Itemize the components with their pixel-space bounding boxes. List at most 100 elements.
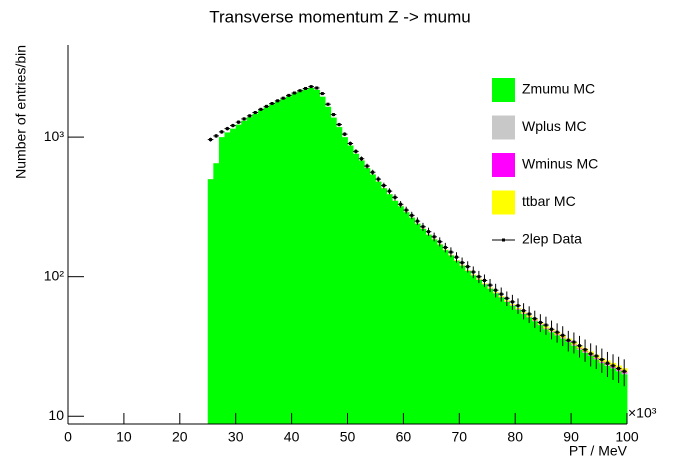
data-point	[274, 99, 281, 103]
marker	[455, 255, 459, 259]
histogram-bar	[269, 104, 276, 425]
data-point	[509, 294, 516, 310]
marker	[594, 354, 598, 358]
data-point	[392, 194, 398, 201]
histogram-bar	[364, 168, 371, 424]
legend-swatch	[492, 153, 515, 177]
marker	[516, 304, 520, 308]
data-point	[325, 102, 331, 106]
x-tick-label: 70	[452, 429, 468, 445]
histogram-bar	[559, 338, 566, 424]
marker	[572, 340, 576, 344]
marker	[287, 93, 291, 97]
marker	[561, 333, 565, 337]
marker	[253, 111, 257, 115]
histogram-bar	[425, 234, 432, 424]
marker	[443, 245, 447, 249]
data-point	[593, 345, 600, 370]
data-point	[235, 120, 242, 124]
data-point	[621, 359, 627, 387]
marker	[270, 102, 274, 106]
marker	[387, 189, 391, 193]
x-tick-label: 0	[64, 429, 72, 445]
histogram-bar	[509, 305, 516, 424]
histogram-bar	[431, 239, 438, 424]
marker	[583, 348, 587, 352]
legend-label: Wminus MC	[522, 156, 598, 172]
histogram-bar	[571, 345, 578, 424]
marker	[298, 89, 302, 93]
legend-label: ttbar MC	[522, 193, 576, 209]
marker	[393, 195, 397, 199]
histogram-bar	[252, 113, 259, 424]
histogram-bar	[280, 98, 287, 424]
marker	[522, 309, 526, 313]
data-point	[520, 303, 527, 320]
histogram-bar	[537, 325, 544, 424]
histogram-bar	[436, 244, 443, 424]
data-point	[615, 356, 622, 383]
histogram-bar	[258, 110, 265, 424]
marker	[477, 275, 481, 279]
x-tick-label: 30	[228, 429, 244, 445]
histogram-bar	[587, 356, 594, 424]
marker	[264, 104, 268, 108]
marker	[566, 338, 570, 342]
x-tick-label: 10	[116, 429, 132, 445]
chart-title: Transverse momentum Z -> mumu	[209, 7, 471, 26]
histogram-bar	[487, 288, 494, 424]
data-point	[492, 283, 499, 298]
y-tick-label: 10³	[44, 128, 65, 144]
histogram-bar	[453, 260, 460, 424]
data-point	[381, 182, 387, 189]
marker	[421, 225, 425, 229]
histogram-bar	[582, 352, 589, 424]
histogram-bar	[386, 194, 393, 424]
data-point	[297, 89, 303, 93]
data-point	[369, 169, 376, 175]
marker	[550, 327, 554, 331]
histogram-bar	[520, 314, 527, 424]
marker	[343, 132, 347, 136]
histogram-bar	[213, 163, 220, 424]
data-point	[571, 332, 577, 354]
marker	[488, 283, 492, 287]
histogram-bar	[235, 124, 242, 424]
histogram-bar	[576, 349, 583, 424]
marker	[617, 366, 621, 370]
histogram-bar	[297, 91, 304, 424]
data-point	[246, 114, 253, 118]
marker	[354, 149, 358, 153]
data-point	[218, 130, 225, 134]
legend-label: Zmumu MC	[522, 81, 595, 97]
data-point	[481, 274, 488, 288]
histogram-bar	[246, 117, 253, 424]
data-point	[286, 93, 292, 97]
histogram-bar	[302, 89, 309, 424]
data-point	[565, 330, 572, 352]
data-point	[487, 278, 493, 292]
histogram-bar	[330, 117, 337, 424]
legend-label: Wplus MC	[522, 118, 587, 134]
x-multiplier: ×10³	[628, 405, 657, 421]
data-point	[448, 247, 454, 258]
marker	[320, 92, 324, 96]
data-point	[526, 306, 532, 323]
histogram-bar	[241, 120, 248, 424]
data-point	[319, 92, 326, 96]
data-point	[258, 107, 264, 111]
histogram-bar	[381, 188, 388, 424]
data-point	[420, 222, 426, 231]
marker	[600, 358, 604, 362]
data-point	[587, 343, 594, 367]
legend-swatch	[492, 78, 515, 102]
data-point	[403, 206, 409, 214]
y-tick-label: 10²	[44, 267, 65, 283]
data-point	[543, 316, 549, 335]
marker	[309, 85, 313, 89]
data-point	[498, 287, 505, 302]
data-point	[308, 85, 314, 89]
marker	[611, 364, 615, 368]
marker	[438, 240, 442, 244]
histogram-bar	[230, 128, 237, 424]
